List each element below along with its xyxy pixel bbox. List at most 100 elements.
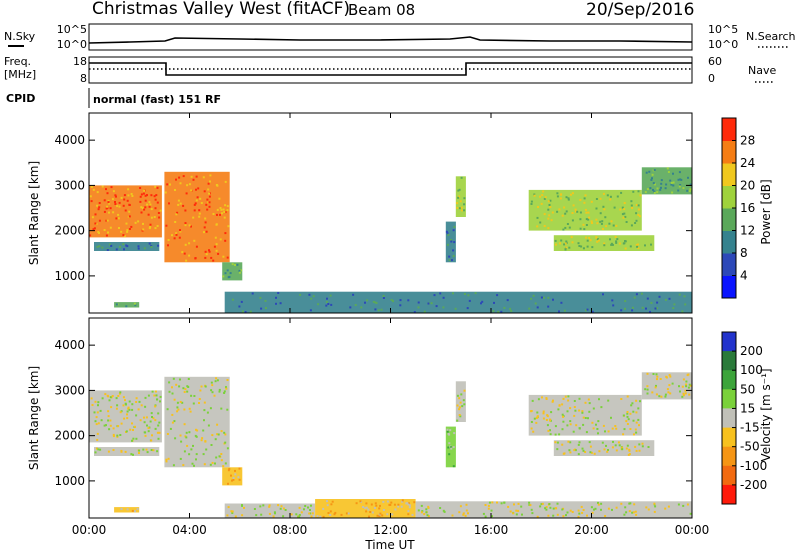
- data-speckle: [631, 306, 634, 309]
- data-speckle: [142, 448, 145, 451]
- data-speckle: [107, 201, 110, 204]
- data-speckle: [298, 514, 301, 516]
- data-speckle: [144, 199, 147, 202]
- data-speckle: [583, 228, 586, 231]
- data-speckle: [534, 302, 537, 305]
- data-speckle: [204, 440, 207, 443]
- y-tick-label: 3000: [54, 383, 85, 397]
- data-speckle: [128, 228, 131, 230]
- data-speckle: [585, 309, 587, 312]
- data-speckle: [561, 428, 564, 431]
- y-tick-label: 2000: [54, 429, 85, 443]
- data-speckle: [143, 421, 146, 424]
- data-speckle: [218, 455, 221, 458]
- data-speckle: [200, 202, 203, 204]
- data-speckle: [144, 405, 147, 408]
- data-speckle: [646, 188, 649, 191]
- data-speckle: [208, 192, 211, 195]
- data-region: [455, 176, 466, 217]
- colorbar-segment: [722, 185, 736, 209]
- data-speckle: [533, 193, 536, 196]
- data-speckle: [131, 403, 134, 406]
- data-speckle: [564, 248, 567, 251]
- data-speckle: [231, 479, 233, 482]
- data-speckle: [604, 515, 607, 517]
- data-speckle: [602, 205, 605, 208]
- colorbar-segment: [722, 332, 736, 352]
- data-speckle: [192, 402, 195, 405]
- data-speckle: [374, 308, 377, 311]
- data-speckle: [92, 228, 95, 231]
- data-speckle: [326, 504, 329, 507]
- data-speckle: [103, 199, 106, 202]
- data-speckle: [243, 506, 245, 509]
- data-speckle: [220, 430, 223, 433]
- data-region: [222, 467, 243, 486]
- colorbar-tick-label: 200: [740, 344, 763, 358]
- data-speckle: [671, 382, 674, 385]
- data-speckle: [399, 299, 402, 302]
- data-speckle: [220, 459, 223, 462]
- data-speckle: [181, 251, 184, 254]
- data-speckle: [584, 194, 587, 197]
- data-speckle: [179, 230, 182, 233]
- data-speckle: [433, 294, 436, 297]
- data-speckle: [152, 417, 155, 420]
- data-speckle: [147, 213, 150, 216]
- data-speckle: [571, 219, 574, 222]
- data-speckle: [203, 463, 206, 466]
- data-speckle: [215, 456, 218, 459]
- data-speckle: [452, 292, 454, 295]
- data-speckle: [259, 505, 262, 508]
- data-speckle: [218, 197, 221, 200]
- data-speckle: [201, 437, 204, 440]
- data-speckle: [141, 207, 144, 210]
- velocity-colorbar-label: Velocity [m s⁻¹]: [759, 368, 773, 461]
- data-speckle: [653, 191, 656, 194]
- data-speckle: [115, 248, 118, 251]
- data-speckle: [195, 245, 198, 248]
- data-speckle: [660, 179, 663, 182]
- data-speckle: [188, 254, 191, 257]
- data-speckle: [167, 244, 169, 247]
- data-speckle: [153, 394, 156, 397]
- data-speckle: [208, 201, 211, 204]
- data-speckle: [117, 395, 120, 397]
- data-speckle: [171, 386, 173, 389]
- data-speckle: [448, 442, 451, 445]
- data-speckle: [599, 212, 602, 215]
- data-speckle: [231, 263, 234, 266]
- data-speckle: [227, 469, 230, 472]
- data-speckle: [265, 307, 267, 310]
- data-speckle: [221, 212, 223, 215]
- data-speckle: [205, 253, 208, 256]
- data-speckle: [543, 213, 546, 216]
- noise-left-tick-top: 10^5: [57, 23, 87, 36]
- data-speckle: [98, 232, 100, 234]
- data-speckle: [653, 169, 656, 171]
- data-speckle: [607, 507, 610, 510]
- data-speckle: [112, 211, 115, 214]
- data-speckle: [670, 183, 673, 186]
- data-speckle: [165, 224, 168, 227]
- data-speckle: [230, 510, 233, 513]
- data-speckle: [123, 198, 126, 201]
- data-speckle: [448, 255, 451, 258]
- data-speckle: [188, 242, 191, 245]
- data-speckle: [672, 172, 674, 175]
- data-speckle: [95, 447, 98, 450]
- data-speckle: [537, 206, 539, 208]
- data-speckle: [107, 231, 109, 234]
- data-speckle: [611, 299, 614, 302]
- data-speckle: [96, 438, 99, 441]
- data-speckle: [226, 447, 229, 450]
- data-speckle: [536, 515, 539, 518]
- data-speckle: [452, 465, 455, 468]
- nsky-label: N.Sky: [4, 30, 36, 43]
- data-speckle: [223, 216, 226, 219]
- data-speckle: [208, 250, 211, 253]
- nave-right-tick-top: 60: [708, 55, 722, 68]
- data-speckle: [169, 427, 172, 430]
- data-speckle: [94, 213, 97, 216]
- data-speckle: [89, 195, 92, 198]
